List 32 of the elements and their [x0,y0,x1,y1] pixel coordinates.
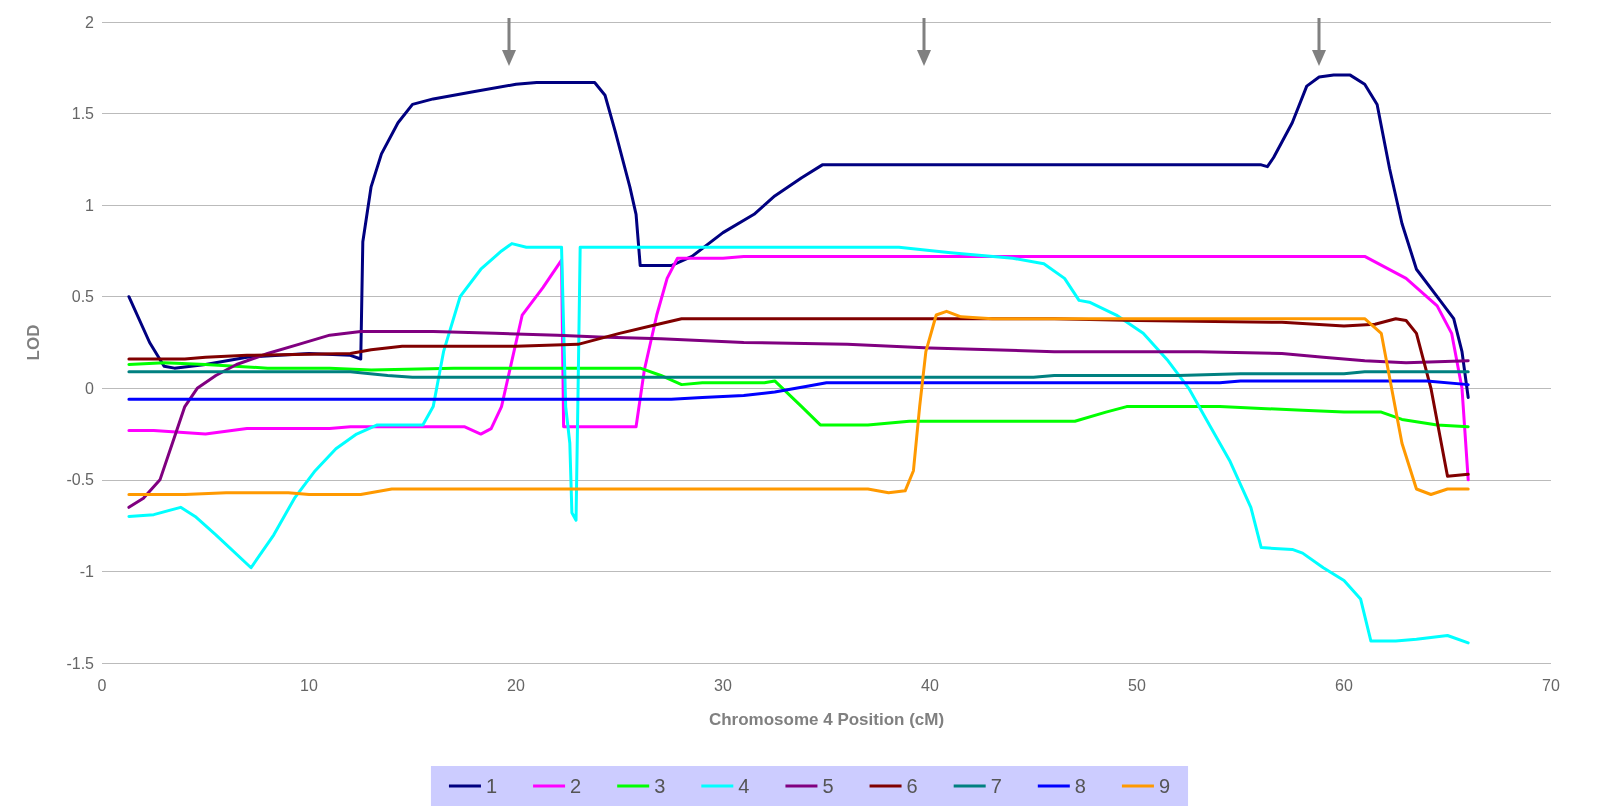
legend-label: 4 [738,775,750,797]
y-axis-title: LOD [24,324,43,361]
x-tick-label: 30 [714,676,732,694]
line-series [127,73,1470,399]
x-tick-label: 40 [921,676,939,694]
line-series [127,330,1470,509]
legend-label: 6 [906,775,918,797]
x-axis-title: Chromosome 4 Position (cM) [708,710,945,729]
legend-label: 3 [654,775,666,797]
x-tick-label: 60 [1335,676,1353,694]
y-tick-label: -1 [79,562,95,580]
x-tick-label: 50 [1128,676,1146,694]
y-tick-label: 0 [85,379,95,397]
line-series [127,242,1470,645]
y-tick-label: -1.5 [66,654,95,672]
legend-label: 9 [1158,775,1171,797]
y-tick-label: 0.5 [71,288,95,306]
x-tick-label: 0 [97,676,107,694]
x-tick-label: 10 [300,676,318,694]
legend-label: 8 [1074,775,1086,797]
x-tick-label: 70 [1542,676,1560,694]
x-tick-label: 20 [507,676,525,694]
legend-label: 1 [485,775,498,797]
legend-label: 7 [990,775,1002,797]
y-tick-label: 2 [85,13,95,31]
y-tick-label: 1.5 [71,105,95,123]
line-series [127,379,1470,401]
line-series [127,361,1470,429]
y-tick-label: 1 [85,196,95,214]
legend-label: 2 [570,775,582,797]
legend-label: 5 [822,775,834,797]
y-tick-label: -0.5 [66,471,95,489]
